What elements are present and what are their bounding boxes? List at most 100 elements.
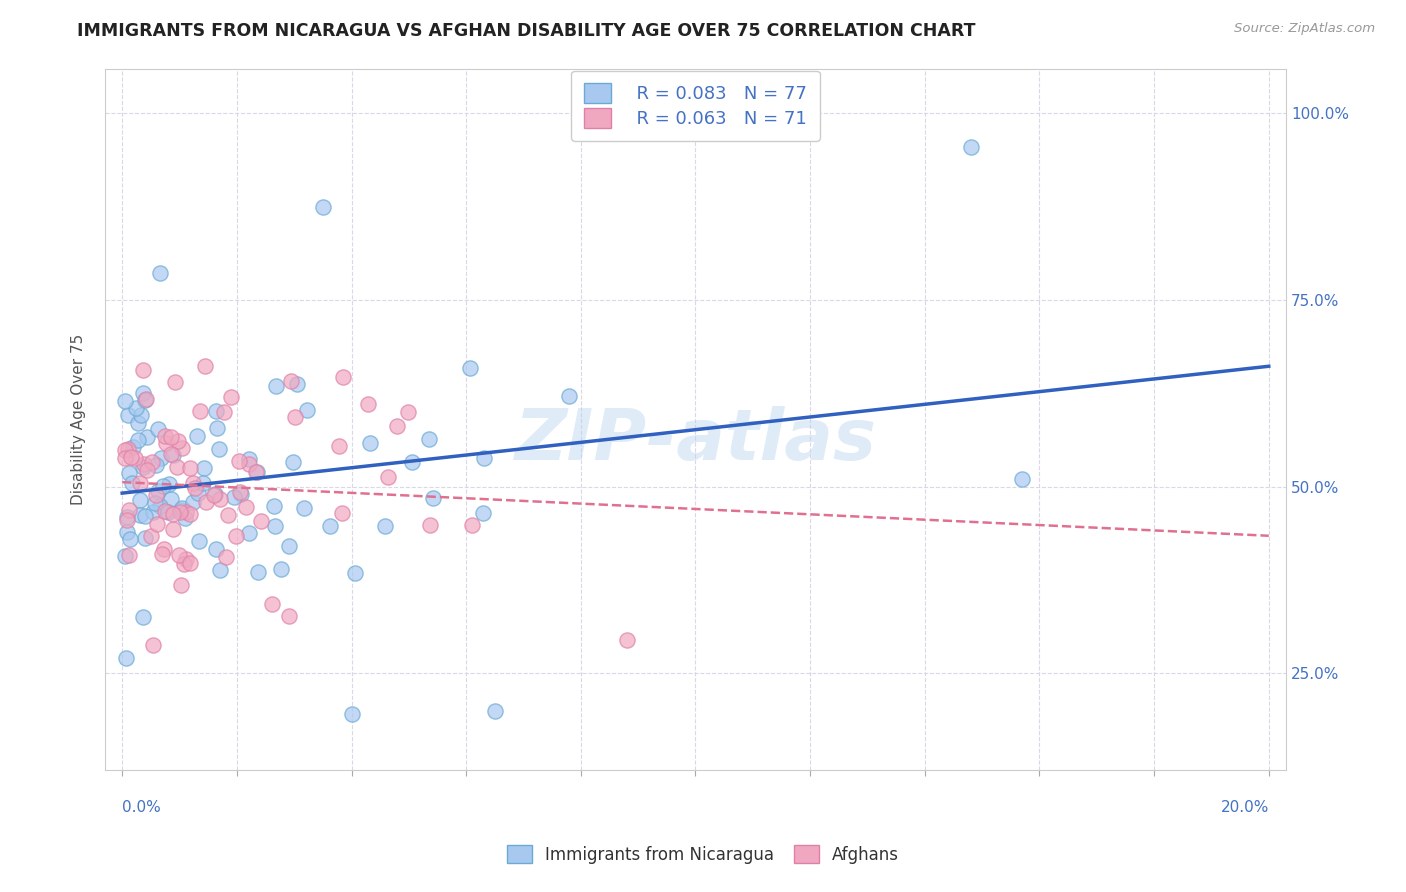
Point xyxy=(152,479,174,493)
Point xyxy=(115,513,138,527)
Point xyxy=(204,487,226,501)
Point xyxy=(186,428,208,442)
Point xyxy=(114,443,136,458)
Point xyxy=(184,481,207,495)
Point xyxy=(141,454,163,468)
Point xyxy=(250,514,273,528)
Point xyxy=(281,455,304,469)
Point xyxy=(124,451,146,466)
Point xyxy=(195,495,218,509)
Point xyxy=(359,436,381,450)
Point xyxy=(401,455,423,469)
Point xyxy=(263,499,285,513)
Point xyxy=(153,428,176,442)
Point xyxy=(169,502,191,516)
Point xyxy=(167,548,190,562)
Point xyxy=(157,477,180,491)
Point xyxy=(179,507,201,521)
Point xyxy=(247,565,270,579)
Point xyxy=(418,432,440,446)
Point xyxy=(114,549,136,563)
Text: Source: ZipAtlas.com: Source: ZipAtlas.com xyxy=(1234,22,1375,36)
Point xyxy=(149,266,172,280)
Point xyxy=(340,707,363,722)
Point xyxy=(135,463,157,477)
Point xyxy=(153,504,176,518)
Point xyxy=(132,386,155,401)
Legend:   R = 0.083   N = 77,   R = 0.063   N = 71: R = 0.083 N = 77, R = 0.063 N = 71 xyxy=(571,70,820,141)
Point xyxy=(188,533,211,548)
Point xyxy=(205,420,228,434)
Point xyxy=(115,510,138,524)
Point xyxy=(205,541,228,556)
Point xyxy=(169,505,191,519)
Point xyxy=(215,549,238,564)
Point xyxy=(278,539,301,553)
Point xyxy=(174,552,197,566)
Point xyxy=(142,638,165,652)
Point xyxy=(145,487,167,501)
Point xyxy=(162,507,184,521)
Text: 0.0%: 0.0% xyxy=(122,800,160,815)
Point xyxy=(330,506,353,520)
Legend: Immigrants from Nicaragua, Afghans: Immigrants from Nicaragua, Afghans xyxy=(501,838,905,871)
Point xyxy=(118,467,141,481)
Point xyxy=(328,439,350,453)
Point xyxy=(159,491,181,506)
Point xyxy=(280,375,302,389)
Point xyxy=(260,597,283,611)
Point xyxy=(118,502,141,516)
Text: IMMIGRANTS FROM NICARAGUA VS AFGHAN DISABILITY AGE OVER 75 CORRELATION CHART: IMMIGRANTS FROM NICARAGUA VS AFGHAN DISA… xyxy=(77,22,976,40)
Point xyxy=(292,501,315,516)
Point xyxy=(616,632,638,647)
Point xyxy=(139,528,162,542)
Point xyxy=(117,408,139,422)
Point xyxy=(155,435,177,450)
Point xyxy=(461,518,484,533)
Point xyxy=(145,458,167,473)
Point xyxy=(165,376,187,390)
Point xyxy=(149,450,172,465)
Point xyxy=(117,442,139,456)
Point xyxy=(278,608,301,623)
Point xyxy=(124,401,146,416)
Point xyxy=(166,459,188,474)
Point xyxy=(135,430,157,444)
Point xyxy=(145,516,167,531)
Point xyxy=(212,405,235,419)
Point xyxy=(156,506,179,520)
Point xyxy=(246,465,269,479)
Point xyxy=(127,416,149,430)
Point xyxy=(181,476,204,491)
Point xyxy=(132,609,155,624)
Point xyxy=(959,140,981,154)
Point xyxy=(179,556,201,570)
Point xyxy=(132,363,155,377)
Point xyxy=(332,370,354,384)
Point xyxy=(170,578,193,592)
Point xyxy=(228,453,250,467)
Y-axis label: Disability Age Over 75: Disability Age Over 75 xyxy=(72,334,86,505)
Point xyxy=(396,404,419,418)
Point xyxy=(134,393,156,408)
Point xyxy=(120,450,142,464)
Point xyxy=(238,451,260,466)
Point xyxy=(146,422,169,436)
Point xyxy=(208,563,231,577)
Point xyxy=(319,519,342,533)
Point xyxy=(170,500,193,515)
Point xyxy=(1011,472,1033,486)
Point xyxy=(188,404,211,418)
Point xyxy=(284,410,307,425)
Point xyxy=(205,404,228,418)
Point xyxy=(204,488,226,502)
Point xyxy=(191,475,214,490)
Point xyxy=(131,408,153,422)
Point xyxy=(471,507,494,521)
Point xyxy=(118,548,141,562)
Point xyxy=(193,359,215,373)
Point xyxy=(128,492,150,507)
Point xyxy=(135,392,157,406)
Point xyxy=(179,461,201,475)
Point xyxy=(121,475,143,490)
